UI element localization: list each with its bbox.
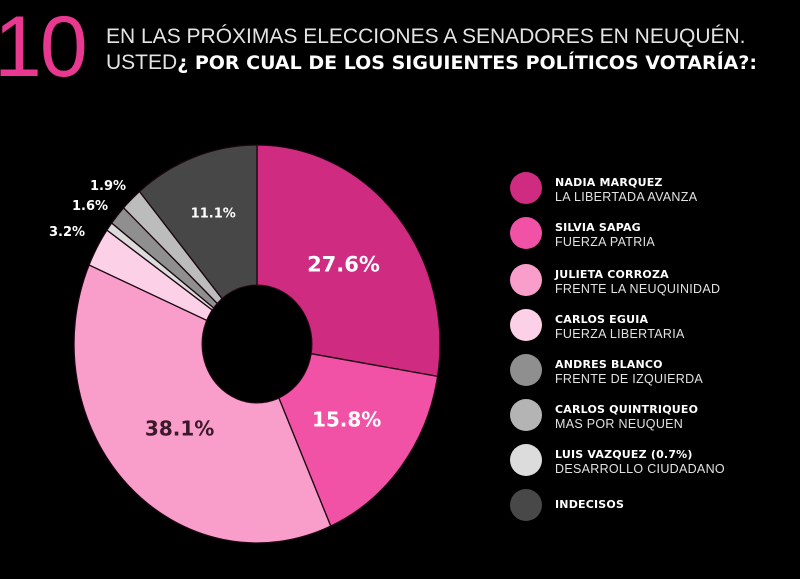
- legend-candidate-name: NADIA MARQUEZ: [555, 176, 663, 189]
- legend-item: CARLOS EGUIA FUERZA LIBERTARIA: [510, 309, 790, 349]
- donut-hole: [201, 284, 313, 404]
- legend-item: LUIS VAZQUEZ (0.7%) DESARROLLO CIUDADANO: [510, 444, 790, 484]
- legend-color-dot: [510, 399, 542, 431]
- legend-party-name: FRENTE DE IZQUIERDA: [555, 372, 704, 386]
- question-line-1: EN LAS PRÓXIMAS ELECCIONES A SENADORES E…: [106, 25, 746, 48]
- legend-candidate-name: JULIETA CORROZA: [555, 268, 669, 281]
- legend-item: ANDRES BLANCO FRENTE DE IZQUIERDA: [510, 354, 790, 394]
- legend-party-name: FUERZA LIBERTARIA: [555, 327, 685, 341]
- legend-party-name: MAS POR NEUQUEN: [555, 417, 684, 431]
- legend-item: CARLOS QUINTRIQUEO MAS POR NEUQUEN: [510, 399, 790, 439]
- legend-item: NADIA MARQUEZ LA LIBERTADA AVANZA: [510, 172, 790, 212]
- slice-label: 15.8%: [312, 408, 381, 432]
- slice-label: 1.9%: [90, 179, 126, 194]
- question-line-2: USTED¿ POR CUAL DE LOS SIGUIENTES POLÍTI…: [106, 50, 796, 76]
- legend-candidate-name: LUIS VAZQUEZ (0.7%): [555, 448, 693, 461]
- slice-julieta-corroza: [73, 264, 332, 544]
- legend-party-name: DESARROLLO CIUDADANO: [555, 462, 725, 476]
- legend-color-dot: [510, 309, 542, 341]
- legend-candidate-name: CARLOS QUINTRIQUEO: [555, 403, 699, 416]
- chart-labels: 27.6% 15.8% 38.1% 3.2% 1.6% 1.9% 11.1%: [49, 179, 381, 441]
- legend-candidate-name: SILVIA SAPAG: [555, 221, 641, 234]
- legend-party-name: FUERZA PATRIA: [555, 235, 655, 249]
- slice-label: 38.1%: [145, 417, 214, 441]
- legend-color-dot: [510, 444, 542, 476]
- slice-label: 1.6%: [72, 199, 108, 214]
- legend-candidate-name: ANDRES BLANCO: [555, 358, 663, 371]
- question-title: EN LAS PRÓXIMAS ELECCIONES A SENADORES E…: [106, 24, 796, 76]
- slice-silvia-sapag: [255, 343, 439, 528]
- question-line-2-prefix: USTED: [106, 51, 178, 74]
- legend-color-dot: [510, 172, 542, 204]
- legend-party-name: LA LIBERTADA AVANZA: [555, 190, 698, 204]
- question-number: 10: [0, 0, 88, 95]
- legend-color-dot: [510, 354, 542, 386]
- legend-color-dot: [510, 264, 542, 296]
- slice-label: 3.2%: [49, 225, 85, 240]
- question-line-2-bold: ¿ POR CUAL DE LOS SIGUIENTES POLÍTICOS V…: [177, 52, 757, 74]
- legend-item: JULIETA CORROZA FRENTE LA NEUQUINIDAD: [510, 264, 790, 304]
- slice-label: 11.1%: [191, 207, 236, 222]
- legend-color-dot: [510, 217, 542, 249]
- legend-item: INDECISOS: [510, 489, 790, 529]
- legend-item: SILVIA SAPAG FUERZA PATRIA: [510, 217, 790, 257]
- legend-candidate-name: INDECISOS: [555, 498, 625, 511]
- legend-party-name: FRENTE LA NEUQUINIDAD: [555, 282, 721, 296]
- slice-label: 27.6%: [307, 253, 380, 277]
- legend-candidate-name: CARLOS EGUIA: [555, 313, 649, 326]
- legend-color-dot: [510, 489, 542, 521]
